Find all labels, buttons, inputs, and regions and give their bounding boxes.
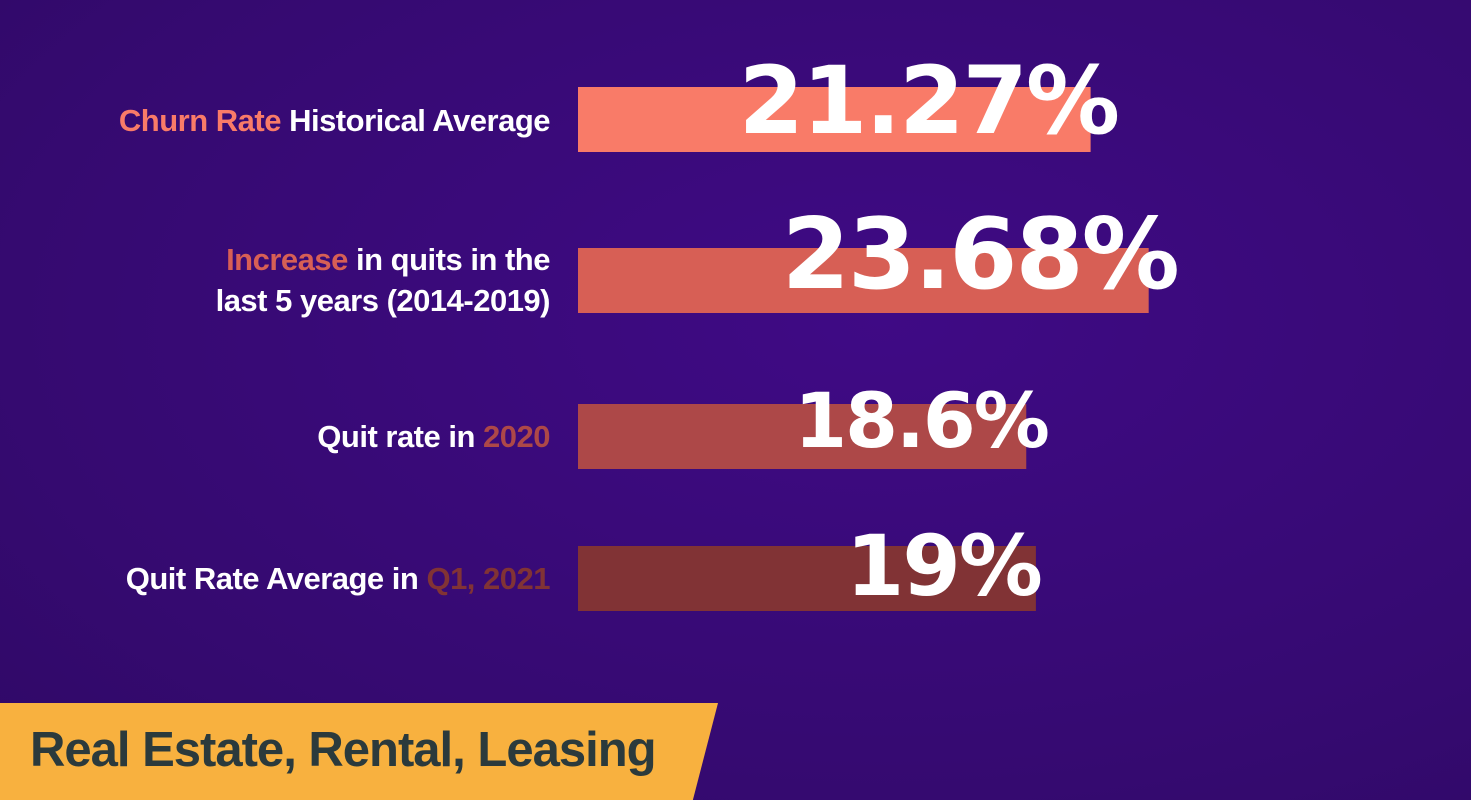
category-label-2: Increase in quits in the last 5 years (20… — [215, 239, 551, 321]
category-label-3: Quit rate in 2020 — [317, 416, 550, 457]
category-label-1: Churn Rate Historical Average — [118, 100, 551, 141]
category-label-text: Historical Average — [280, 102, 550, 138]
value-label-3: 18.6% — [794, 376, 1050, 465]
category-label-text: Quit rate in — [317, 418, 484, 454]
category-label-highlight: Increase — [226, 242, 348, 277]
category-label-text: Quit Rate Average in — [125, 560, 427, 596]
footer-banner — [0, 703, 718, 800]
value-label-4: 19% — [845, 517, 1043, 615]
bar-4 — [578, 546, 1036, 611]
bar-1 — [578, 87, 1091, 152]
value-label-1: 21.27% — [738, 47, 1121, 156]
bar-2 — [578, 248, 1149, 313]
category-label-text: in quits in the — [347, 242, 551, 277]
footer-label: Real Estate, Rental, Leasing — [30, 723, 657, 777]
value-label-2: 23.68% — [781, 198, 1180, 312]
category-label-text: last 5 years (2014-2019) — [215, 283, 551, 318]
category-label-highlight: Q1, 2021 — [426, 560, 550, 596]
bar-3 — [578, 404, 1027, 469]
category-label-4: Quit Rate Average in Q1, 2021 — [125, 558, 551, 599]
category-label-highlight: Churn Rate — [118, 102, 282, 138]
category-label-highlight: 2020 — [483, 418, 550, 454]
